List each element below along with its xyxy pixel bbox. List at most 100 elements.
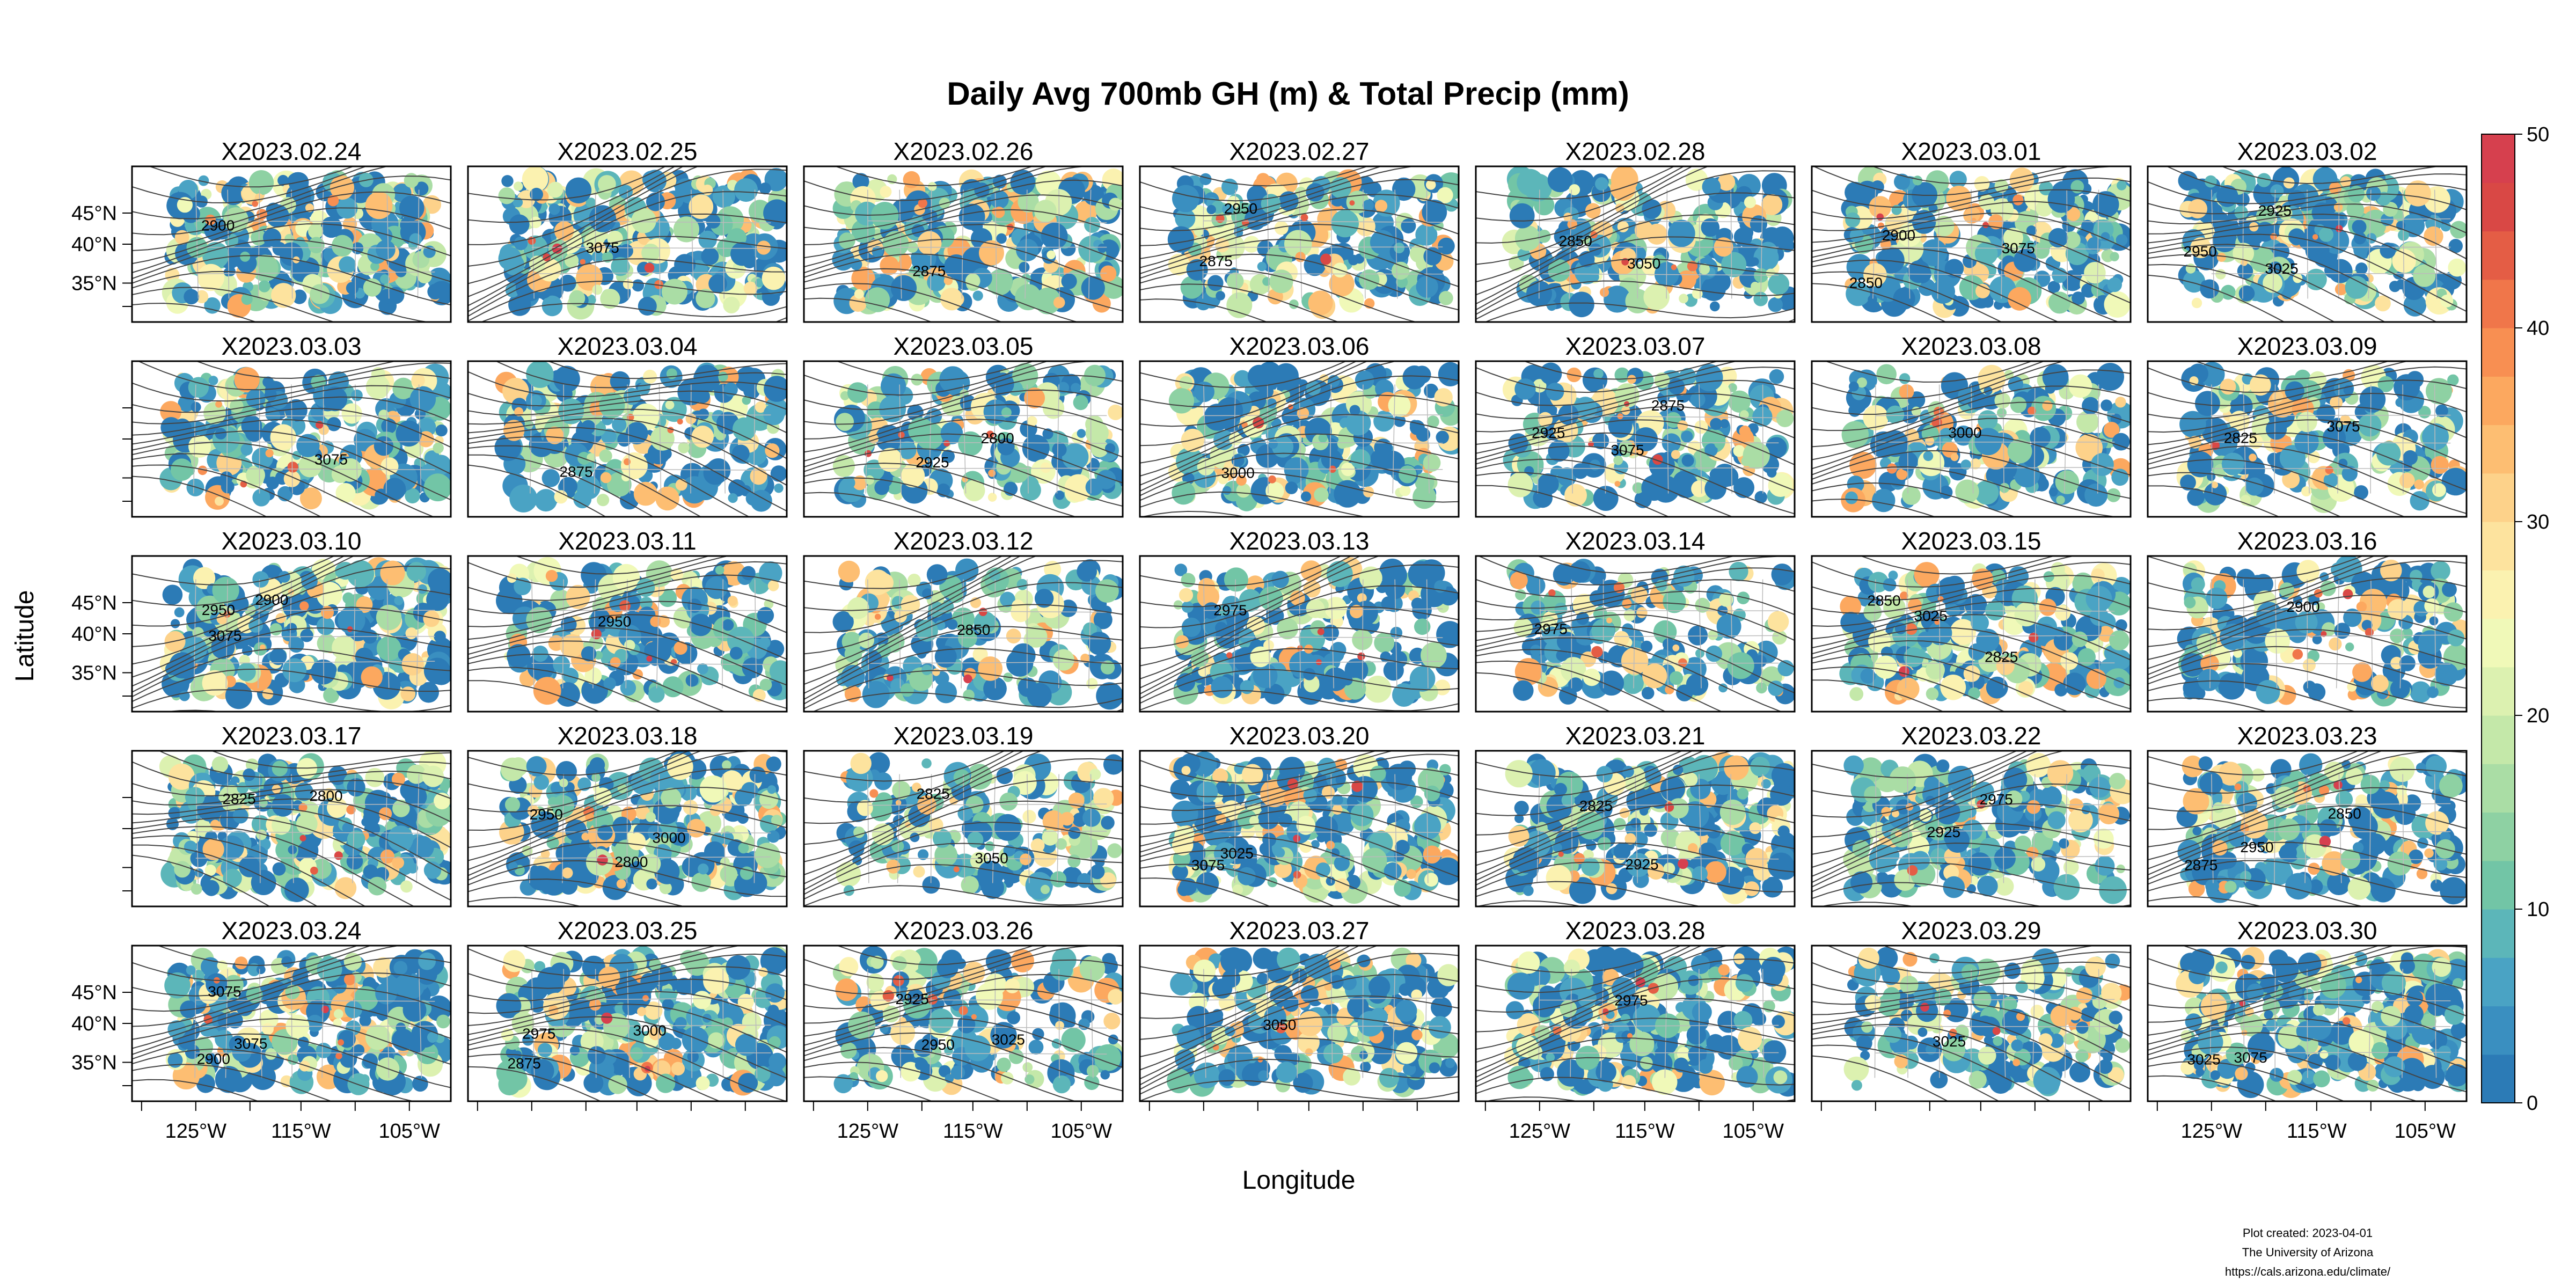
precip-cell (1226, 652, 1233, 658)
height-contour (1140, 690, 1459, 712)
precip-cell (1681, 430, 1693, 443)
precip-cell (1595, 177, 1608, 191)
height-contour (2148, 472, 2343, 517)
precip-cell (718, 371, 728, 382)
precip-cell (940, 422, 963, 444)
contour-label: 3025 (2265, 260, 2298, 277)
precip-cell (320, 216, 342, 238)
precip-cell (847, 382, 868, 403)
height-contour (1812, 418, 2131, 470)
height-contour (1812, 653, 2069, 712)
precip-cell (2077, 648, 2096, 666)
precip-cell (1334, 480, 1362, 508)
precip-cell (865, 287, 890, 312)
precip-cell (1769, 369, 1784, 384)
height-contour (468, 166, 667, 201)
height-contour (2194, 361, 2391, 380)
panel-frame (1811, 165, 2132, 323)
precip-cell (1845, 181, 1866, 203)
height-contour (804, 448, 1123, 507)
panel-title: X2023.03.09 (2237, 332, 2377, 360)
contour-label: 2925 (916, 454, 949, 471)
precip-cell (1848, 404, 1861, 417)
precip-cell (1260, 385, 1274, 398)
precip-cell (1950, 453, 1959, 462)
precip-cell (1240, 680, 1254, 694)
precip-cell (2389, 281, 2401, 292)
height-contour (804, 268, 1080, 322)
precip-cell (715, 566, 724, 575)
precip-cell (1897, 677, 1920, 700)
precip-cell (1391, 261, 1410, 280)
precip-cell (347, 626, 353, 632)
precip-cell (1399, 485, 1411, 496)
precip-cell (1269, 269, 1293, 294)
height-contour (1476, 379, 1795, 420)
precip-cell (2081, 219, 2094, 232)
precip-cell (1608, 413, 1633, 438)
precip-cell (1883, 596, 1906, 619)
precip-cell (1750, 257, 1759, 266)
height-contour (468, 408, 787, 459)
precip-cell (2087, 237, 2101, 251)
precip-cell (1869, 196, 1892, 218)
panel-title: X2023.03.05 (894, 332, 1034, 360)
precip-cell (171, 619, 180, 628)
contour-label: 2950 (1224, 200, 1257, 217)
precip-cell (2072, 631, 2088, 647)
precip-cell (1872, 488, 1896, 513)
precip-cell (1667, 219, 1695, 247)
precip-cell (2101, 232, 2110, 241)
height-contour (804, 224, 1123, 268)
height-contour (132, 166, 390, 219)
height-contour (132, 287, 335, 322)
precip-cell (514, 407, 524, 416)
precip-cell (1568, 677, 1583, 692)
precip-cell (1348, 254, 1359, 266)
precip-cell (1331, 209, 1359, 238)
height-contour (1484, 302, 1795, 322)
height-contour (804, 361, 1050, 396)
precip-cell (1349, 405, 1360, 416)
precip-cell (714, 385, 723, 395)
precip-cell (997, 438, 1015, 456)
precip-cell (678, 442, 690, 453)
precip-cell (555, 682, 580, 707)
precip-cell (223, 207, 248, 232)
precip-cell (2195, 391, 2220, 416)
height-contour (1536, 556, 1737, 574)
precip-cell (1109, 197, 1122, 211)
height-contour (1476, 445, 1795, 515)
precip-cell (2245, 477, 2264, 496)
precip-cell (295, 237, 305, 246)
precip-cell (2107, 277, 2122, 292)
precip-cell (701, 247, 719, 265)
precip-cell (299, 487, 322, 510)
precip-cell (1323, 653, 1341, 670)
precip-cell (535, 489, 558, 512)
precip-cell (316, 617, 335, 635)
precip-cell (1425, 180, 1436, 190)
contour-label: 2950 (202, 602, 235, 618)
precip-cell (2402, 627, 2413, 639)
precip-cell (638, 297, 657, 316)
height-contour (1812, 556, 2076, 588)
precip-cell (880, 186, 892, 198)
precip-cell (339, 256, 356, 274)
height-contour (804, 648, 1123, 705)
precip-cell (974, 611, 997, 634)
panel-frame (1475, 165, 1796, 323)
precip-cell (2249, 434, 2263, 449)
panel-title: X2023.02.27 (1230, 137, 1370, 165)
precip-cell (1665, 685, 1674, 694)
height-contour (804, 166, 1048, 201)
precip-cell (1614, 481, 1621, 487)
precip-cell (1250, 646, 1271, 668)
precip-cell (502, 378, 529, 405)
precip-cell (732, 417, 756, 441)
panel-title: X2023.02.24 (222, 137, 362, 165)
precip-cell (277, 174, 289, 186)
height-contour (1812, 247, 2120, 322)
